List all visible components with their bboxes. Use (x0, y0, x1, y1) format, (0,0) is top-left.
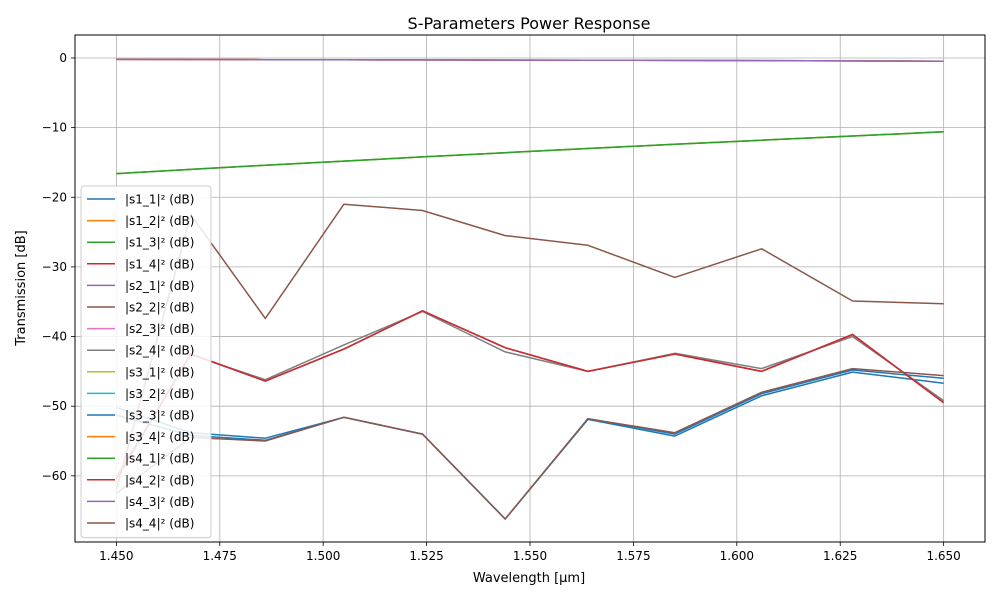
y-tick-label: −50 (42, 399, 67, 413)
legend-entry: |s2_4|² (dB) (125, 344, 194, 358)
series-line-13 (116, 131, 944, 175)
series-lines (115, 58, 945, 520)
x-tick-label: 1.450 (99, 549, 133, 563)
x-tick-label: 1.600 (720, 549, 754, 563)
legend-box (80, 185, 212, 539)
x-tick-label: 1.500 (306, 549, 340, 563)
y-axis: 0 −10 −20 −30 −40 −50 −60 (42, 51, 75, 483)
x-tick-label: 1.575 (616, 549, 650, 563)
x-tick-label: 1.625 (823, 549, 857, 563)
y-tick-label: −60 (42, 469, 67, 483)
legend-entry: |s2_1|² (dB) (125, 279, 194, 293)
y-tick-label: −30 (42, 260, 67, 274)
series-line-6 (115, 203, 944, 490)
x-tick-label: 1.475 (203, 549, 237, 563)
legend-entry: |s1_1|² (dB) (125, 193, 194, 207)
legend-entry: |s2_3|² (dB) (125, 322, 194, 336)
x-axis: 1.450 1.475 1.500 1.525 1.550 1.575 1.600 1.625… (99, 542, 961, 563)
grid (75, 35, 985, 542)
x-axis-label: Wavelength [µm] (473, 571, 585, 586)
plot-area (115, 58, 945, 520)
y-axis-label: Transmission [dB] (14, 230, 29, 346)
y-tick-label: −20 (42, 190, 67, 204)
y-tick-label: 0 (59, 51, 67, 65)
legend-entry: |s2_2|² (dB) (125, 301, 194, 315)
x-tick-label: 1.525 (409, 549, 443, 563)
legend: |s1_1|² (dB) |s1_2|² (dB) |s1_3|² (dB) |s1_… (80, 185, 212, 539)
legend-entry: |s3_1|² (dB) (125, 365, 194, 379)
legend-entry: |s3_2|² (dB) (125, 387, 194, 401)
legend-entry: |s1_3|² (dB) (125, 236, 194, 250)
y-tick-label: −10 (42, 121, 67, 135)
legend-entry: |s3_4|² (dB) (125, 430, 194, 444)
legend-entry: |s4_4|² (dB) (125, 517, 194, 531)
series-line-14 (115, 310, 945, 480)
series-line-15 (116, 58, 944, 63)
legend-entry: |s1_2|² (dB) (125, 214, 194, 228)
legend-entry: |s4_2|² (dB) (125, 473, 194, 487)
legend-entry: |s1_4|² (dB) (125, 257, 194, 271)
series-line-16 (115, 367, 944, 520)
y-tick-label: −40 (42, 330, 67, 344)
legend-entry: |s3_3|² (dB) (125, 409, 194, 423)
legend-entry: |s4_1|² (dB) (125, 452, 194, 466)
legend-entry: |s4_3|² (dB) (125, 495, 194, 509)
x-tick-label: 1.550 (513, 549, 547, 563)
x-tick-label: 1.650 (926, 549, 960, 563)
chart-title: S-Parameters Power Response (408, 14, 651, 33)
